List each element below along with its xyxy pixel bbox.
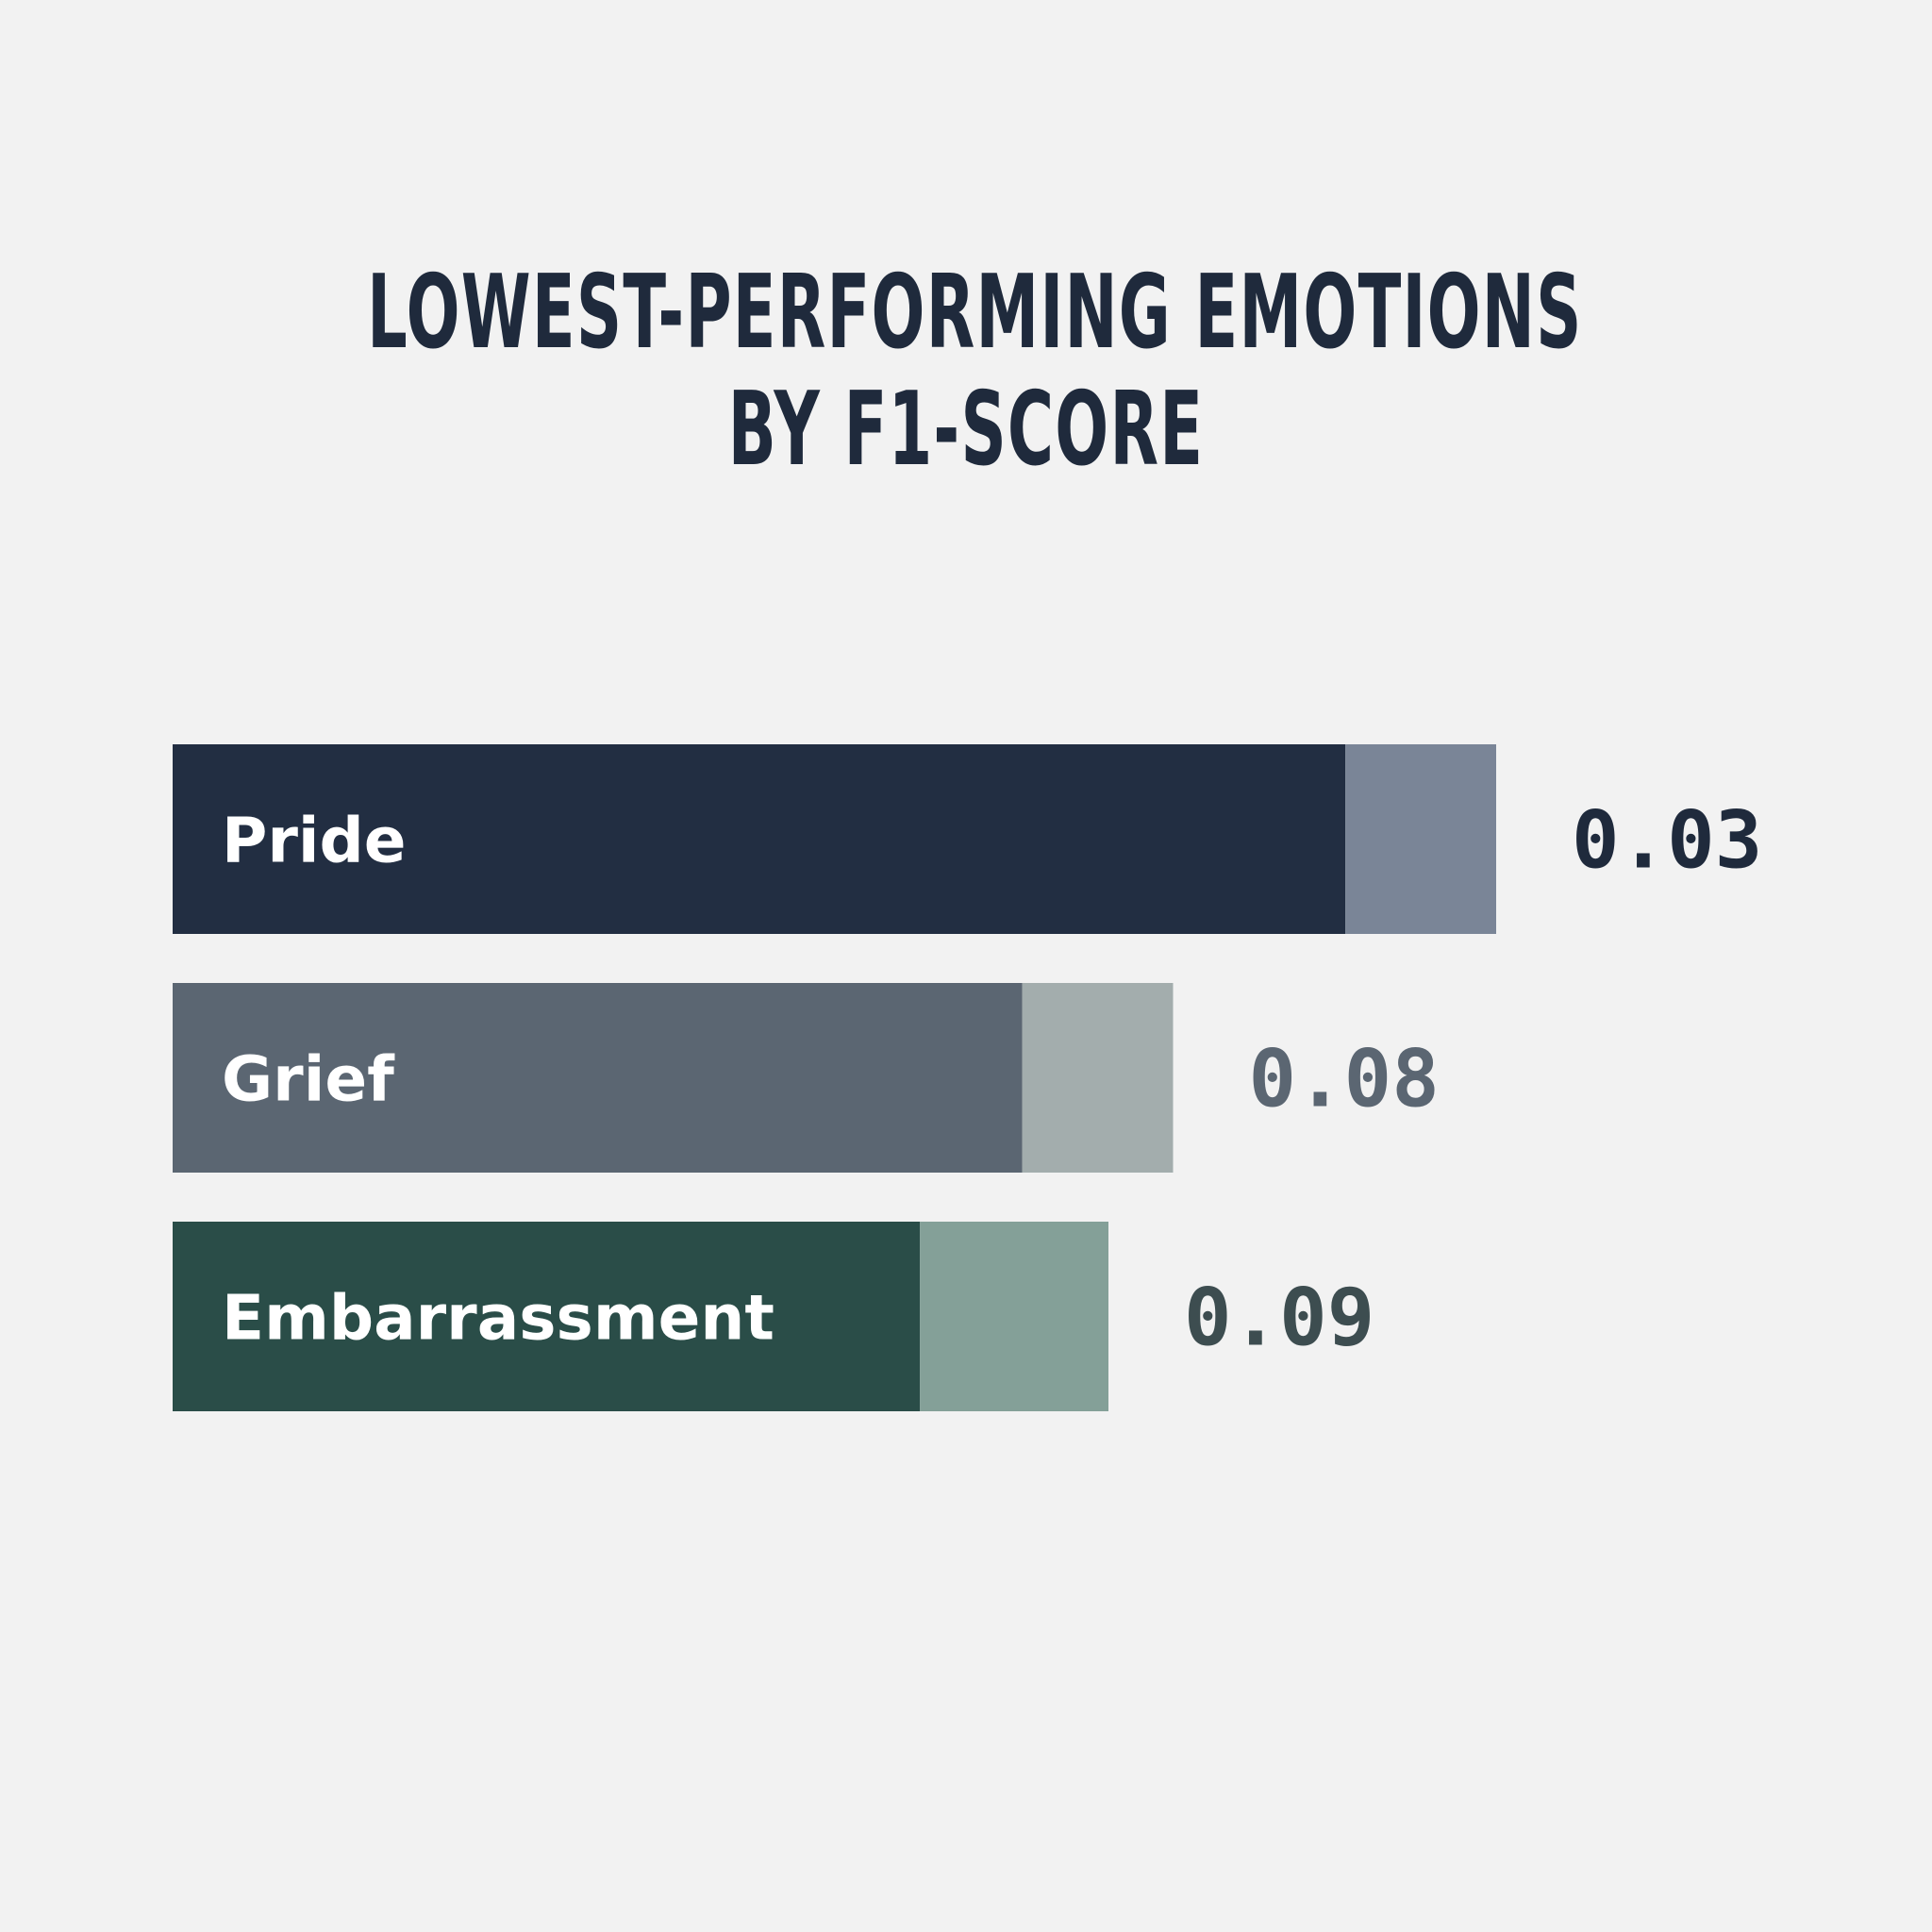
bar-label-pride: Pride	[222, 805, 407, 877]
chart-title-line-1: LOWEST-PERFORMING EMOTIONS	[367, 254, 1583, 372]
value-label-grief: 0.08	[1249, 1033, 1440, 1125]
bar-pride	[173, 744, 1346, 934]
bar-label-embarrassment: Embarrassment	[222, 1282, 774, 1355]
chart-title-line-2: BY F1-SCORE	[727, 371, 1205, 489]
bar-end-pride	[1345, 744, 1496, 934]
bar-end-embarrassment	[920, 1222, 1108, 1411]
bar-embarrassment	[173, 1222, 921, 1411]
chart-title: LOWEST-PERFORMING EMOTIONS BY F1-SCORE	[367, 254, 1583, 489]
bar-label-grief: Grief	[222, 1043, 395, 1116]
value-label-pride: 0.03	[1572, 794, 1762, 887]
bar-end-grief	[1022, 983, 1174, 1173]
value-label-embarrassment: 0.09	[1184, 1272, 1374, 1364]
bar-grief	[173, 983, 1023, 1173]
